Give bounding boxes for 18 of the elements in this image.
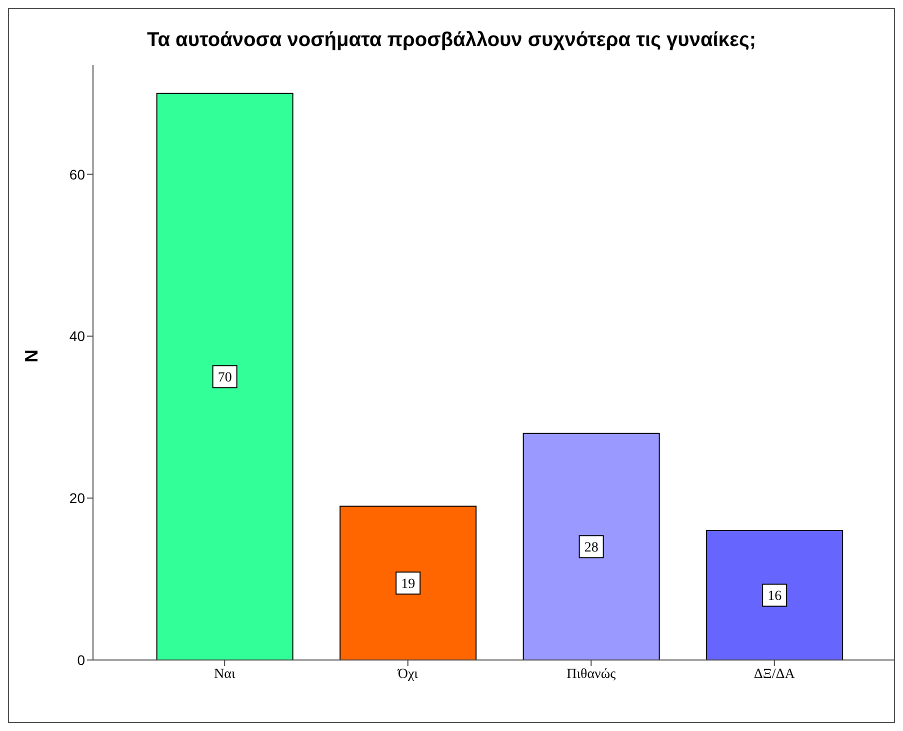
bar [522,432,660,660]
y-tick-label: 0 [77,652,86,668]
data-label: 16 [768,589,782,604]
y-tick-label: 60 [69,166,86,182]
x-tick-label: Πιθανώς [566,666,616,682]
data-label: 19 [401,577,416,592]
data-label: 70 [218,370,232,386]
chart-title: Τα αυτοάνοσα νοσήματα προσβάλλουν συχνότερα τις γυναίκες; [146,29,758,52]
x-tick-label: Ναι [214,666,236,682]
x-tick-label: ΔΞ/ΔΑ [754,666,796,682]
data-label: 28 [584,540,598,556]
y-axis-title: N [21,350,42,362]
y-tick-label: 20 [69,490,86,506]
x-tick-label: Όχι [396,666,418,682]
y-tick-label: 40 [69,328,86,344]
bar [156,92,294,660]
bar [706,530,844,660]
bar [340,506,477,660]
